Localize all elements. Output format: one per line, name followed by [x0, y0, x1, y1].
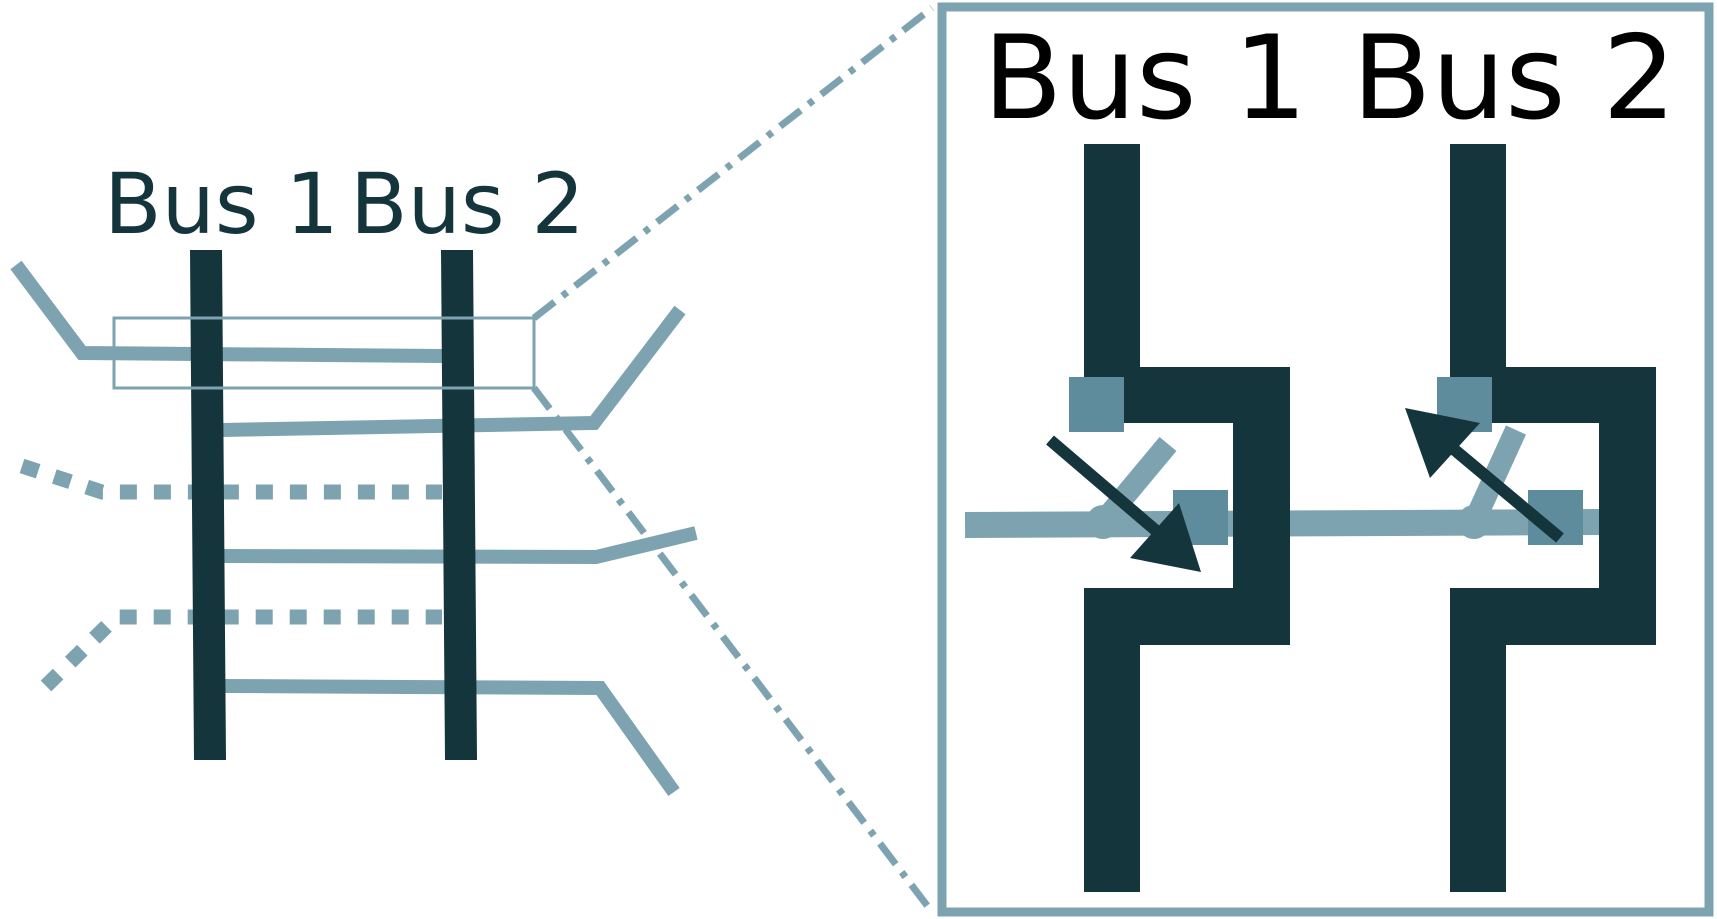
- detail-bus-2: [1450, 144, 1656, 892]
- branch-line-1: [10, 260, 443, 363]
- branch-line-3: [221, 526, 698, 565]
- detail-bus2-label: Bus 2: [1352, 11, 1676, 146]
- bus2-direction-arrow-shaft: [1446, 441, 1564, 543]
- overview-panel: Bus 1 Bus 2: [10, 155, 698, 797]
- dashed-line-1: [19, 458, 442, 500]
- bus1-direction-arrowhead: [1130, 503, 1201, 572]
- dashed-line-2: [40, 609, 442, 692]
- zoom-connectors: [531, 5, 935, 915]
- bus2-switch-pivot: [1457, 505, 1491, 539]
- detail-bus-1: [1084, 144, 1290, 892]
- detail-panel: Bus 1 Bus 2: [937, 2, 1714, 917]
- branch-line-2: [221, 305, 686, 437]
- zoom-connector-top: [531, 5, 935, 321]
- detail-bus1-label: Bus 1: [983, 11, 1307, 146]
- overview-bus2-label: Bus 2: [350, 155, 585, 253]
- overview-bus1-label: Bus 1: [104, 155, 339, 253]
- bus1-direction-arrow-shaft: [1046, 435, 1164, 539]
- branch-line-4: [223, 679, 680, 797]
- overview-bus-2: [441, 250, 477, 760]
- zoom-connector-bottom: [531, 385, 935, 915]
- overview-bus-1: [190, 250, 226, 760]
- bus1-terminal-upper: [1069, 377, 1124, 432]
- zoom-selection-box: [112, 316, 536, 390]
- bus1-switch-pivot: [1086, 505, 1120, 539]
- bus2-direction-arrowhead: [1405, 408, 1480, 478]
